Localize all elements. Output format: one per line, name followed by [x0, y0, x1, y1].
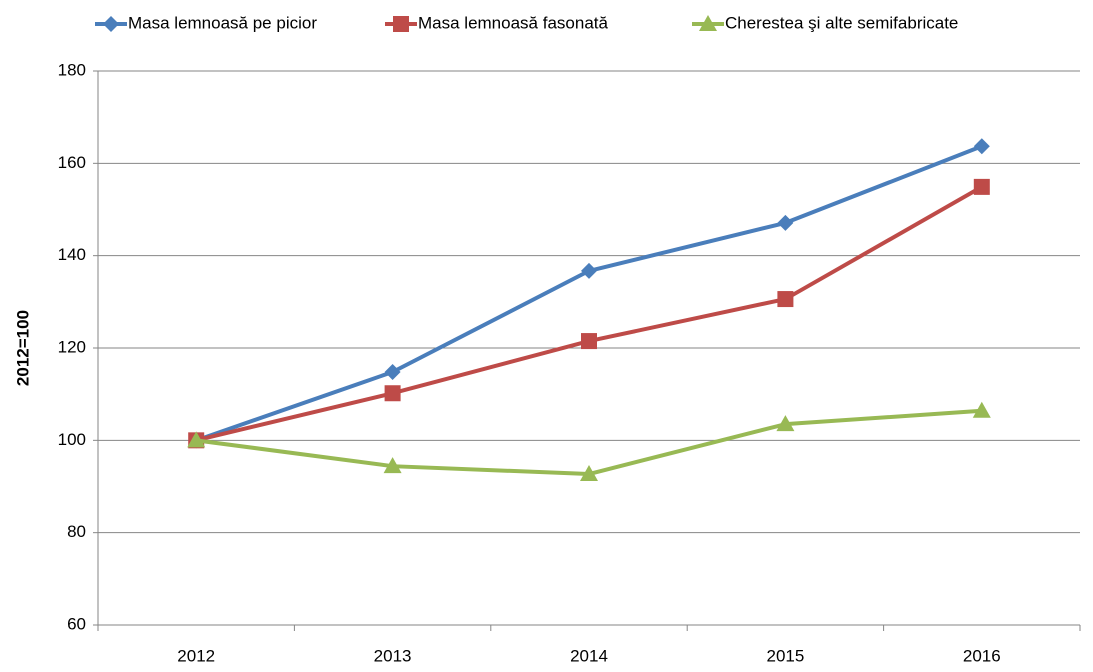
marker — [972, 401, 991, 418]
marker — [777, 214, 794, 231]
y-tick-label: 180 — [58, 60, 86, 79]
y-tick-label: 120 — [58, 337, 86, 356]
legend-label: Cherestea şi alte semifabricate — [725, 13, 958, 32]
y-tick-label: 80 — [67, 522, 86, 541]
marker — [187, 431, 206, 448]
x-tick-label: 2016 — [963, 646, 1001, 665]
marker — [581, 333, 597, 350]
x-tick-label: 2015 — [766, 646, 804, 665]
x-tick-label: 2013 — [374, 646, 412, 665]
series-line — [195, 185, 983, 443]
y-axis-label: 2012=100 — [13, 310, 32, 386]
series-line — [195, 144, 983, 443]
marker — [580, 465, 598, 482]
marker — [699, 15, 717, 31]
marker — [103, 16, 119, 32]
legend-label: Masa lemnoasă pe picior — [128, 13, 317, 32]
marker — [776, 415, 795, 432]
series-line — [195, 408, 982, 477]
x-tick-label: 2012 — [177, 646, 215, 665]
marker — [581, 262, 597, 279]
marker — [393, 16, 409, 32]
marker — [383, 457, 402, 474]
y-tick-label: 100 — [58, 430, 86, 449]
marker — [973, 138, 990, 155]
marker — [384, 385, 401, 402]
legend-label: Masa lemnoasă fasonată — [418, 13, 608, 32]
x-tick-label: 2014 — [570, 646, 608, 665]
marker — [384, 364, 401, 381]
y-tick-label: 160 — [58, 153, 86, 172]
marker — [973, 178, 990, 195]
y-tick-label: 60 — [67, 614, 86, 633]
y-tick-label: 140 — [58, 245, 86, 264]
marker — [777, 291, 794, 308]
